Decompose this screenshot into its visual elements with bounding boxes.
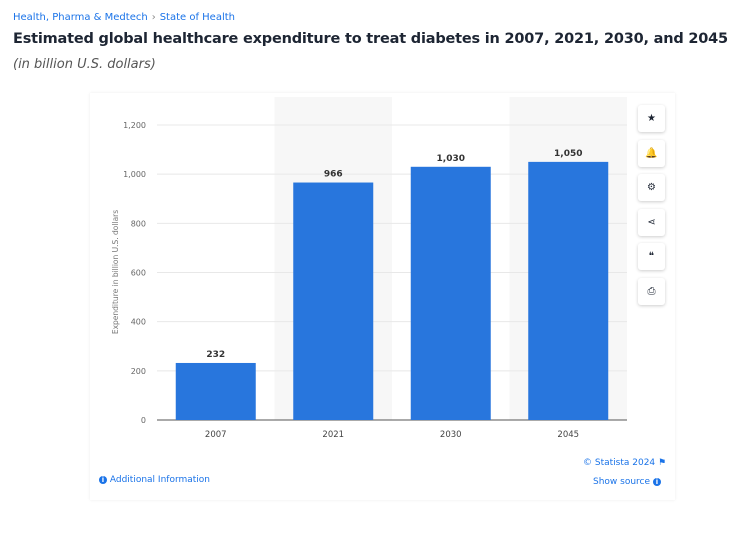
bar-2030	[410, 166, 491, 420]
y-tick-label: 1,000	[123, 170, 146, 179]
y-tick-label: 800	[131, 219, 146, 228]
x-tick-label: 2030	[440, 430, 462, 440]
y-tick-label: 0	[141, 416, 146, 425]
y-tick-label: 200	[131, 367, 146, 376]
breadcrumb: Health, Pharma & Medtech › State of Health	[13, 12, 235, 23]
show-source-label: Show source	[593, 477, 651, 487]
share-icon: ⋖	[647, 216, 656, 228]
x-tick-label: 2021	[322, 430, 344, 440]
bell-icon: 🔔	[645, 147, 658, 159]
additional-information-link[interactable]: i Additional Information	[99, 475, 210, 485]
show-source-link[interactable]: Show source i	[593, 477, 661, 487]
y-tick-label: 1,200	[123, 121, 146, 130]
y-tick-label: 600	[131, 269, 146, 278]
x-tick-label: 2007	[205, 430, 227, 440]
bar-2007	[175, 362, 256, 420]
bar-2021	[293, 182, 374, 420]
share-button[interactable]: ⋖	[638, 208, 665, 236]
quote-button[interactable]: ❝	[638, 243, 665, 270]
copyright-text: © Statista 2024	[583, 458, 656, 468]
breadcrumb-separator: ›	[151, 12, 156, 23]
gear-button[interactable]: ⚙	[638, 174, 665, 201]
additional-info-label: Additional Information	[109, 475, 211, 485]
star-button[interactable]: ★	[638, 105, 665, 132]
page-title: Estimated global healthcare expenditure …	[13, 31, 728, 47]
data-label: 1,050	[554, 149, 582, 159]
info-icon: i	[652, 477, 661, 486]
print-icon: ⎙	[647, 285, 656, 297]
star-icon: ★	[647, 113, 656, 124]
page-subtitle: (in billion U.S. dollars)	[13, 57, 156, 72]
gear-icon: ⚙	[647, 182, 656, 193]
flag-icon: ⚑	[658, 458, 667, 468]
data-label: 966	[324, 170, 343, 180]
data-label: 232	[206, 350, 225, 360]
y-axis-label: Expenditure in billion U.S. dollars	[111, 210, 120, 334]
chart-toolbar: ★ 🔔 ⚙ ⋖ ❝ ⎙	[638, 105, 665, 312]
data-label: 1,030	[437, 154, 465, 164]
breadcrumb-link[interactable]: Health, Pharma & Medtech	[13, 12, 148, 23]
bell-button[interactable]: 🔔	[638, 139, 665, 167]
breadcrumb-link[interactable]: State of Health	[159, 12, 235, 23]
info-icon: i	[99, 475, 107, 484]
quote-icon: ❝	[648, 251, 655, 262]
x-tick-label: 2045	[557, 430, 579, 440]
print-button[interactable]: ⎙	[638, 277, 665, 305]
y-tick-label: 400	[131, 318, 146, 327]
bar-2045	[528, 161, 609, 420]
statista-copyright[interactable]: © Statista 2024 ⚑	[583, 458, 666, 468]
